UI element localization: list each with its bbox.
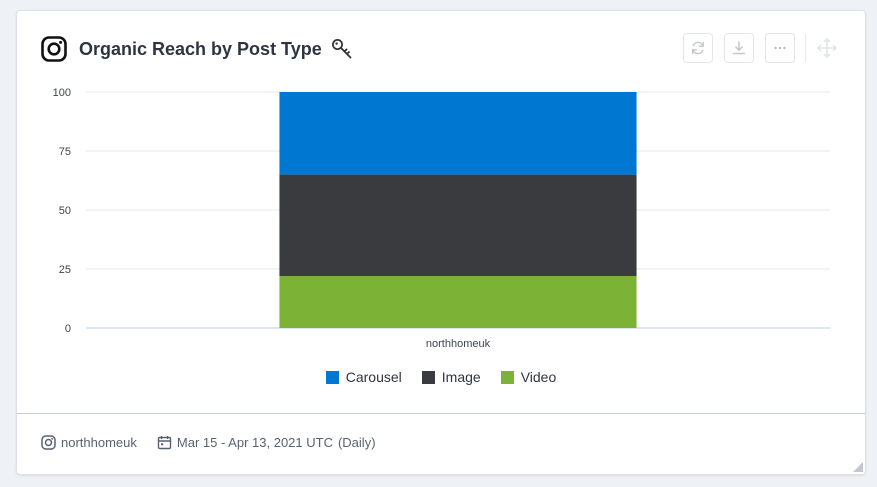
refresh-button[interactable] (683, 33, 713, 63)
widget-title: Organic Reach by Post Type (79, 38, 322, 59)
chart-legend: Carousel Image Video (17, 369, 865, 385)
legend-swatch-video (500, 370, 514, 384)
widget-header: Organic Reach by Post Type (41, 36, 353, 62)
footer-divider (17, 413, 865, 414)
footer-granularity: (Daily) (337, 435, 376, 450)
y-tick-label: 50 (59, 205, 71, 217)
refresh-icon (691, 41, 705, 55)
instagram-small-icon (41, 435, 56, 450)
download-icon (732, 41, 746, 55)
bar-segment-carousel (279, 92, 637, 175)
legend-item-carousel[interactable]: Carousel (325, 369, 402, 385)
widget-toolbar (672, 33, 839, 63)
bar-segment-image (279, 174, 637, 277)
widget-footer: northhomeuk Mar 15 - Apr 13, 2021 UTC (D… (41, 435, 376, 450)
move-handle[interactable] (815, 36, 839, 60)
move-icon (817, 38, 837, 58)
footer-date-range: Mar 15 - Apr 13, 2021 UTC (176, 435, 333, 450)
legend-label-carousel: Carousel (345, 369, 402, 385)
more-icon (774, 46, 786, 50)
download-button[interactable] (724, 33, 754, 63)
toolbar-separator (805, 34, 806, 62)
y-tick-label: 75 (59, 146, 71, 158)
legend-swatch-image (421, 370, 435, 384)
resize-handle-icon[interactable] (853, 462, 863, 472)
y-tick-label: 100 (53, 87, 71, 99)
legend-label-image: Image (441, 369, 481, 385)
widget-card: Organic Reach by Post Type (16, 10, 866, 475)
bar-segment-video (279, 276, 637, 328)
legend-item-image[interactable]: Image (421, 369, 481, 385)
y-tick-label: 0 (65, 323, 71, 335)
legend-swatch-carousel (325, 370, 339, 384)
key-icon[interactable] (331, 38, 353, 60)
calendar-icon (157, 436, 172, 450)
instagram-icon (41, 36, 67, 62)
legend-item-video[interactable]: Video (500, 369, 557, 385)
footer-account: northhomeuk (61, 435, 137, 450)
y-tick-label: 25 (59, 264, 71, 276)
legend-label-video: Video (520, 369, 557, 385)
stacked-bar-chart: 0 25 50 75 100 northhomeuk (53, 87, 830, 350)
more-button[interactable] (765, 33, 795, 63)
footer-date-group: Mar 15 - Apr 13, 2021 UTC (Daily) (157, 435, 376, 450)
x-category-label: northhomeuk (426, 338, 491, 350)
